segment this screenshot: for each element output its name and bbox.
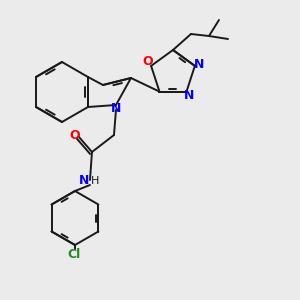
Text: N: N bbox=[194, 58, 205, 71]
Text: H: H bbox=[91, 176, 100, 186]
Text: O: O bbox=[69, 129, 80, 142]
Text: N: N bbox=[79, 175, 89, 188]
Text: N: N bbox=[111, 103, 122, 116]
Text: N: N bbox=[184, 89, 194, 102]
Text: O: O bbox=[143, 55, 153, 68]
Text: Cl: Cl bbox=[68, 248, 81, 262]
